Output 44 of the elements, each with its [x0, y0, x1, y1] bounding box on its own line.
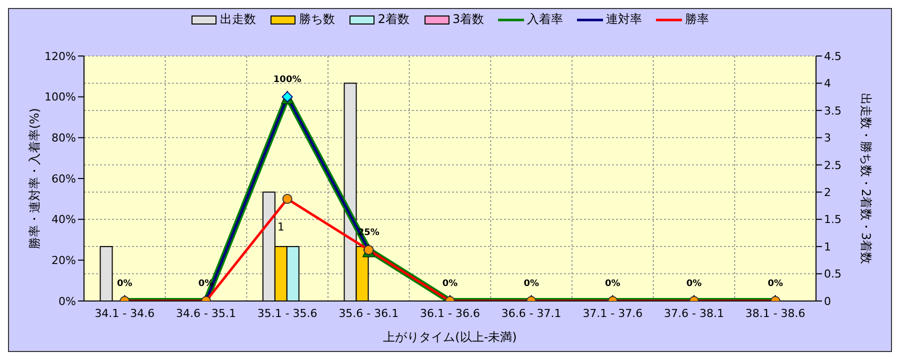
y2-tick-label: 2.5	[824, 158, 842, 172]
y2-tick-label: 0	[824, 294, 831, 308]
data-label: 0%	[768, 279, 783, 289]
x-tick-label: 38.1 - 38.6	[745, 306, 806, 320]
y2-tick-label: 2	[824, 186, 831, 200]
x-tick-label: 37.6 - 38.1	[664, 306, 724, 320]
y2-tick-label: 1	[824, 240, 831, 254]
y2-tick-label: 0.5	[824, 268, 842, 281]
data-label: 0%	[605, 279, 620, 289]
y2-tick-label: 3.5	[824, 104, 842, 118]
x-tick-label: 35.1 - 35.6	[257, 306, 318, 320]
x-tick-label: 35.6 - 36.1	[338, 306, 399, 320]
legend-label: 2着数	[378, 11, 410, 28]
x-tick-label: 36.1 - 36.6	[420, 306, 480, 320]
y-tick-label: 120%	[44, 50, 76, 63]
data-label: 0%	[686, 279, 702, 289]
legend-label: 3着数	[452, 11, 484, 28]
data-label: 0%	[117, 279, 132, 289]
y2-tick-label: 1.5	[824, 213, 842, 226]
y-tick-label: 80%	[52, 132, 76, 145]
y-tick-label: 100%	[44, 90, 76, 104]
data-label: 1	[277, 220, 284, 234]
y2-axis-title: 出走数・勝ち数・2着数・3着数	[858, 92, 873, 264]
y-tick-label: 40%	[52, 213, 76, 226]
data-label: 0%	[524, 279, 539, 289]
y2-tick-label: 3	[824, 132, 831, 145]
legend-label: 連対率	[606, 11, 642, 28]
y-tick-label: 60%	[52, 172, 76, 186]
legend-label: 出走数	[220, 11, 256, 28]
x-tick-label: 36.6 - 37.1	[501, 306, 562, 320]
y-axis-title: 勝率・連対率・入着率(%)	[27, 108, 42, 249]
data-label: 0%	[442, 279, 458, 289]
y-tick-label: 20%	[52, 254, 76, 268]
x-axis-title: 上がりタイム(以上-未満)	[383, 330, 517, 344]
y2-tick-label: 4.5	[824, 50, 842, 63]
data-label: 100%	[273, 74, 302, 85]
legend-label: 入着率	[527, 11, 564, 28]
y-tick-label: 0%	[58, 294, 76, 308]
x-tick-label: 34.6 - 35.1	[176, 306, 236, 320]
legend-label: 勝率	[685, 11, 710, 28]
legend-label: 勝ち数	[298, 11, 335, 28]
x-tick-label: 37.1 - 37.6	[582, 306, 643, 320]
x-tick-label: 34.1 - 34.6	[94, 306, 155, 320]
y2-tick-label: 4	[824, 77, 831, 90]
